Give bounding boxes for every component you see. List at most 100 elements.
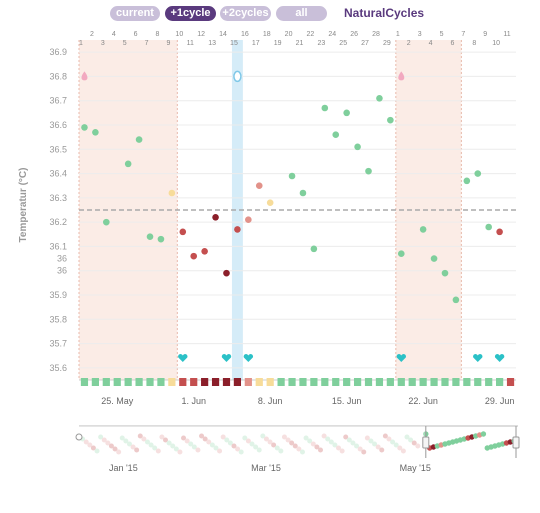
period-drop-icon: [81, 71, 88, 81]
day-status-square[interactable]: [190, 378, 198, 386]
day-status-square[interactable]: [408, 378, 416, 386]
cycle-day-label: 18: [263, 31, 271, 38]
navigator-dot: [260, 433, 266, 439]
temperature-point[interactable]: [135, 136, 143, 143]
day-status-square[interactable]: [430, 378, 438, 386]
day-status-square[interactable]: [485, 378, 493, 386]
day-status-square[interactable]: [201, 378, 209, 386]
temperature-point[interactable]: [365, 167, 372, 175]
day-status-square[interactable]: [157, 378, 165, 386]
cycle-day-label: 17: [252, 40, 260, 47]
all-cycles-button[interactable]: all: [276, 6, 327, 21]
day-status-square[interactable]: [244, 378, 252, 386]
day-status-square[interactable]: [211, 378, 220, 386]
x-date-label: 15. Jun: [332, 396, 362, 406]
temperature-point[interactable]: [179, 228, 187, 236]
temperature-point[interactable]: [234, 226, 241, 233]
navigator-right-handle[interactable]: [512, 436, 520, 449]
navigator-start-handle[interactable]: [75, 433, 83, 441]
day-status-square[interactable]: [343, 378, 351, 386]
temperature-point[interactable]: [376, 94, 383, 102]
temperature-point[interactable]: [463, 177, 471, 185]
temperature-point[interactable]: [223, 269, 230, 277]
day-status-square[interactable]: [266, 378, 274, 386]
day-status-square[interactable]: [321, 378, 329, 386]
day-status-square[interactable]: [135, 378, 143, 386]
day-status-square[interactable]: [506, 378, 515, 386]
day-status-square[interactable]: [419, 378, 427, 386]
temperature-point[interactable]: [255, 182, 263, 190]
day-status-square[interactable]: [474, 378, 482, 386]
temperature-point[interactable]: [332, 131, 340, 139]
navigator-dot: [98, 434, 104, 440]
day-status-square[interactable]: [102, 378, 110, 386]
temperature-point[interactable]: [354, 143, 361, 151]
temperature-point[interactable]: [310, 245, 318, 253]
cycle-day-label: 13: [208, 40, 216, 47]
day-status-square[interactable]: [168, 378, 176, 386]
temperature-point[interactable]: [299, 189, 307, 197]
temperature-point[interactable]: [103, 218, 110, 226]
temperature-point[interactable]: [321, 104, 329, 112]
temperature-point[interactable]: [266, 199, 274, 207]
day-status-square[interactable]: [441, 378, 449, 386]
navigator-dot: [271, 442, 277, 448]
day-status-square[interactable]: [496, 378, 504, 386]
day-status-square[interactable]: [364, 378, 373, 386]
day-status-square[interactable]: [255, 378, 263, 386]
day-status-square[interactable]: [288, 378, 296, 386]
day-status-square[interactable]: [332, 378, 340, 386]
navigator-dot: [199, 433, 205, 439]
day-status-square[interactable]: [386, 378, 394, 386]
temperature-point[interactable]: [419, 226, 427, 233]
temperature-point[interactable]: [430, 255, 438, 262]
temperature-point[interactable]: [146, 233, 154, 241]
plus-two-cycles-button[interactable]: +2cycles: [220, 6, 271, 21]
day-status-square[interactable]: [353, 378, 362, 386]
day-status-square[interactable]: [233, 378, 242, 386]
y-tick-label: 36.4: [49, 169, 67, 179]
day-status-square[interactable]: [277, 378, 285, 386]
navigator-dot: [321, 433, 327, 439]
temperature-point[interactable]: [387, 116, 394, 124]
day-status-square[interactable]: [124, 378, 132, 386]
day-status-square[interactable]: [452, 378, 460, 386]
navigator-dot: [325, 436, 331, 442]
selected-day-band[interactable]: [231, 40, 243, 380]
day-status-square[interactable]: [146, 378, 154, 386]
temperature-point[interactable]: [496, 228, 503, 236]
day-status-square[interactable]: [299, 378, 307, 386]
temperature-point[interactable]: [485, 223, 492, 231]
temperature-point[interactable]: [288, 172, 296, 180]
temperature-point[interactable]: [81, 124, 88, 131]
temperature-point[interactable]: [452, 296, 460, 304]
day-status-square[interactable]: [179, 378, 187, 386]
current-cycle-button[interactable]: current: [110, 6, 160, 21]
day-status-square[interactable]: [91, 378, 99, 386]
temperature-point[interactable]: [343, 109, 350, 117]
temperature-point[interactable]: [245, 216, 252, 224]
temperature-point[interactable]: [168, 189, 176, 197]
heart-icon: [243, 354, 254, 362]
temperature-point[interactable]: [212, 213, 219, 221]
day-status-square[interactable]: [375, 378, 384, 386]
temperature-point[interactable]: [190, 252, 198, 260]
temperature-point[interactable]: [124, 160, 132, 168]
temperature-point[interactable]: [474, 170, 482, 177]
temperature-point[interactable]: [157, 235, 165, 243]
temperature-point[interactable]: [441, 269, 449, 277]
day-status-square[interactable]: [310, 378, 318, 386]
navigator-left-handle[interactable]: [422, 436, 430, 449]
temperature-point[interactable]: [92, 128, 99, 136]
plus-one-cycle-button[interactable]: +1cycle: [165, 6, 216, 21]
day-status-square[interactable]: [80, 378, 89, 386]
day-status-square[interactable]: [222, 378, 231, 386]
day-status-square[interactable]: [463, 378, 471, 386]
temperature-point[interactable]: [397, 250, 405, 258]
day-status-square[interactable]: [397, 378, 405, 386]
navigator-dot: [245, 438, 251, 444]
day-status-square[interactable]: [113, 378, 121, 386]
temperature-point[interactable]: [201, 247, 208, 255]
selected-day-marker-icon[interactable]: [233, 70, 242, 83]
